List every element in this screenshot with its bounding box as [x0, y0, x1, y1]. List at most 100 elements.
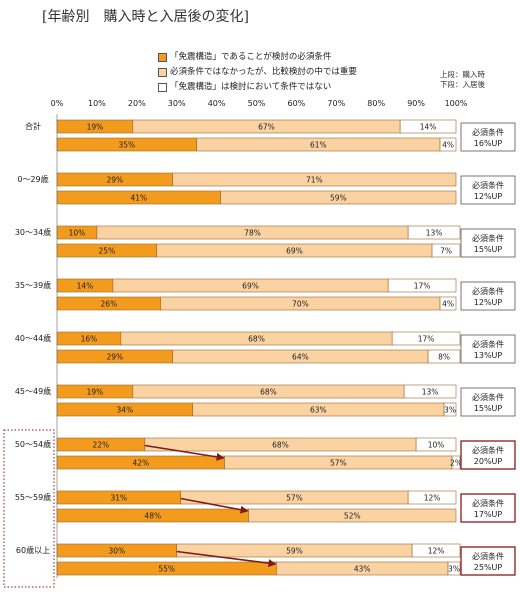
- data-label: 25%: [99, 247, 116, 256]
- data-label: 52%: [344, 512, 361, 521]
- group-label-55-59歳: 55～59歳: [15, 492, 51, 502]
- group-label-合計: 合計: [25, 121, 41, 131]
- legend-label-important: 必須条件ではなかったが、比較検討の中では重要: [170, 67, 357, 77]
- data-label: 48%: [144, 512, 161, 521]
- increase-note-line1: 必須条件: [472, 498, 504, 508]
- data-label: 2%: [450, 459, 462, 468]
- data-label: 41%: [130, 194, 147, 203]
- bar-after-not-considered: [439, 296, 457, 311]
- bar-after-important: [248, 508, 457, 523]
- bar-purchase-not-considered: [415, 437, 457, 452]
- group-label-35-39歳: 35～39歳: [15, 280, 51, 290]
- note-upper: 上段：購入時: [440, 70, 485, 79]
- x-tick-label: 20%: [128, 99, 146, 108]
- bar-after-not-considered: [439, 137, 457, 152]
- data-label: 4%: [442, 141, 454, 150]
- x-tick-label: 60%: [288, 99, 306, 108]
- data-label: 67%: [258, 123, 275, 132]
- group-label-60歳以上: 60歳以上: [16, 545, 50, 555]
- bar-purchase-not-considered: [387, 278, 457, 293]
- bar-purchase-not-considered: [403, 384, 457, 399]
- data-label: 16%: [81, 335, 98, 344]
- data-label: 17%: [414, 282, 431, 291]
- data-label: 7%: [440, 247, 452, 256]
- x-tick-label: 30%: [168, 99, 186, 108]
- data-label: 17%: [418, 335, 435, 344]
- data-label: 30%: [109, 547, 126, 556]
- data-label: 57%: [286, 494, 303, 503]
- bar-after-not-considered: [451, 455, 461, 470]
- bar-purchase-not-considered: [399, 119, 457, 134]
- increase-note-line1: 必須条件: [472, 180, 504, 190]
- data-label: 4%: [442, 300, 454, 309]
- x-tick-label: 70%: [327, 99, 345, 108]
- data-label: 31%: [111, 494, 128, 503]
- increase-note-box: [460, 440, 516, 470]
- increase-note-box: [460, 228, 516, 258]
- increase-note-box: [460, 546, 516, 576]
- increase-note-line2: 16%UP: [474, 139, 503, 148]
- data-label: 63%: [310, 406, 327, 415]
- group-label-40-44歳: 40～44歳: [15, 333, 51, 343]
- data-label: 29%: [107, 353, 124, 362]
- group-label-45-49歳: 45～49歳: [15, 386, 51, 396]
- increase-note-line1: 必須条件: [472, 339, 504, 349]
- data-label: 29%: [107, 176, 124, 185]
- data-label: 61%: [310, 141, 327, 150]
- bar-after-not-considered: [443, 402, 457, 417]
- bar-purchase-not-considered: [407, 225, 461, 240]
- increase-note-box: [460, 175, 516, 205]
- x-tick-label: 90%: [407, 99, 425, 108]
- change-arrow: [176, 550, 277, 568]
- increase-note-line2: 20%UP: [474, 457, 503, 466]
- legend-swatch-important: [158, 68, 167, 77]
- data-label: 10%: [69, 229, 86, 238]
- data-label: 42%: [132, 459, 149, 468]
- data-label: 43%: [354, 565, 371, 574]
- data-label: 3%: [444, 406, 456, 415]
- increase-note-box: [460, 281, 516, 311]
- bar-after-not-considered: [431, 243, 461, 258]
- data-label: 3%: [448, 565, 460, 574]
- increase-note-box: [460, 493, 516, 523]
- data-label: 70%: [292, 300, 309, 309]
- group-label-30-34歳: 30～34歳: [15, 227, 51, 237]
- increase-note-line1: 必須条件: [472, 286, 504, 296]
- increase-note-line2: 12%UP: [474, 192, 503, 201]
- data-label: 64%: [292, 353, 309, 362]
- increase-note-line1: 必須条件: [472, 127, 504, 137]
- data-label: 14%: [77, 282, 94, 291]
- data-label: 68%: [272, 441, 289, 450]
- legend-label-required: 「免震構造」であることが検討の必須条件: [170, 52, 332, 62]
- data-label: 12%: [428, 547, 445, 556]
- data-label: 14%: [420, 123, 437, 132]
- bar-purchase-not-considered: [391, 331, 461, 346]
- data-label: 68%: [248, 335, 265, 344]
- legend-swatch-not-considered: [158, 83, 167, 92]
- legend-item-not-considered: 「免震構造」は検討において条件ではない: [158, 80, 357, 95]
- data-label: 34%: [116, 406, 133, 415]
- increase-note-box: [460, 387, 516, 417]
- increase-note-line2: 17%UP: [474, 510, 503, 519]
- data-label: 71%: [306, 176, 323, 185]
- bar-purchase-important: [172, 172, 457, 187]
- data-label: 35%: [118, 141, 135, 150]
- data-label: 59%: [286, 547, 303, 556]
- x-tick-label: 50%: [248, 99, 266, 108]
- data-label: 8%: [438, 353, 450, 362]
- x-tick-label: 80%: [367, 99, 385, 108]
- data-label: 78%: [244, 229, 261, 238]
- increase-note-line1: 必須条件: [472, 392, 504, 402]
- increase-note-box: [460, 334, 516, 364]
- data-label: 59%: [330, 194, 347, 203]
- increase-note-line1: 必須条件: [472, 233, 504, 243]
- data-label: 22%: [93, 441, 110, 450]
- increase-note-line2: 12%UP: [474, 298, 503, 307]
- row-order-note: 上段：購入時 下段：入居後: [440, 70, 485, 90]
- legend-item-important: 必須条件ではなかったが、比較検討の中では重要: [158, 65, 357, 80]
- group-label-0-29歳: 0～29歳: [17, 174, 48, 184]
- data-label: 68%: [260, 388, 277, 397]
- increase-note-line2: 13%UP: [474, 351, 503, 360]
- data-label: 13%: [426, 229, 443, 238]
